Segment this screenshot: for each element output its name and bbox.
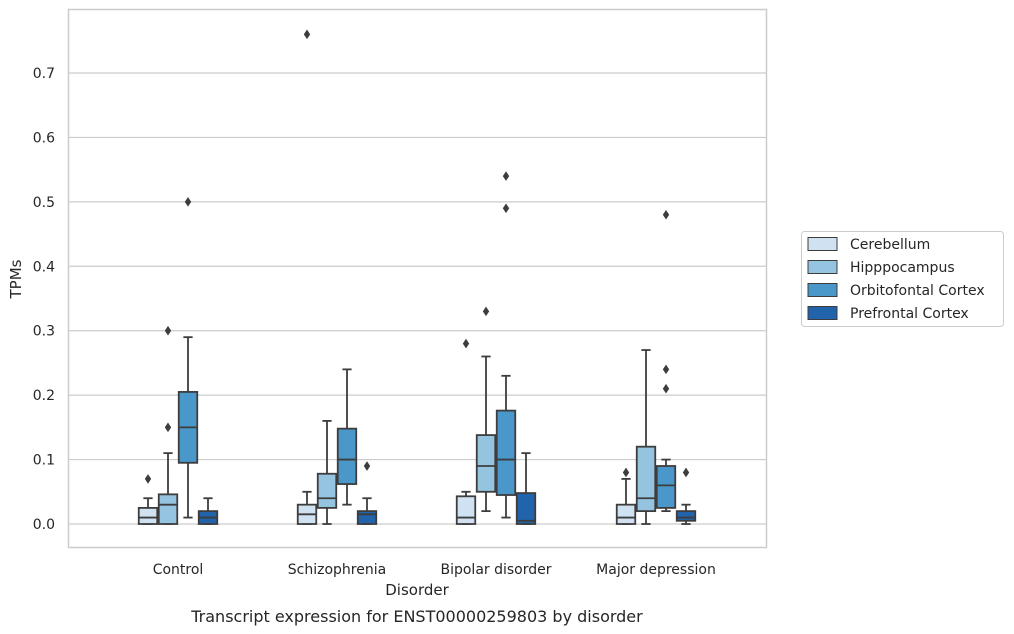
box-hipppocampus (475, 306, 497, 513)
box-cerebellum (296, 29, 318, 525)
box-body (635, 445, 657, 513)
x-axis-label: Disorder (385, 581, 449, 599)
legend: Cerebellum Hipppocampus Orbitofontal Corte… (801, 231, 1004, 327)
box-prefrontal-cortex (356, 461, 378, 525)
legend-swatch (807, 237, 838, 251)
y-tick-label: 0.4 (33, 259, 55, 275)
legend-label: Prefrontal Cortex (850, 306, 969, 322)
box-body (157, 493, 179, 525)
chart-caption: Transcript expression for ENST0000025980… (190, 607, 643, 626)
box-body (615, 503, 637, 525)
y-axis-label: TPMs (7, 259, 25, 299)
outlier-point (184, 197, 192, 207)
box-plots (137, 29, 697, 525)
legend-swatch (807, 283, 838, 297)
box-hipppocampus (157, 325, 179, 525)
outlier-point (502, 171, 510, 181)
outlier-point (462, 338, 470, 349)
outlier-point (164, 325, 172, 336)
plot-frame (67, 8, 768, 549)
outlier-point (164, 422, 172, 433)
outlier-point (622, 467, 630, 478)
y-tick-label: 0.3 (33, 324, 55, 340)
box-hipppocampus (635, 349, 657, 525)
outlier-point (144, 474, 152, 484)
outlier-point (303, 29, 311, 40)
legend-label: Cerebellum (850, 237, 930, 253)
box-orbitofontal-cortex (336, 368, 358, 506)
x-tick-label: Schizophrenia (288, 562, 386, 578)
box-prefrontal-cortex (515, 452, 537, 525)
legend-label: Hipppocampus (850, 260, 955, 276)
box-body (137, 506, 159, 525)
y-tick-label: 0.2 (33, 388, 55, 404)
box-body (495, 409, 517, 496)
outlier-point (482, 306, 490, 317)
box-cerebellum (615, 467, 637, 525)
y-tick-label: 0.7 (33, 66, 55, 82)
outlier-point (682, 467, 690, 478)
legend-label: Orbitofontal Cortex (850, 283, 985, 299)
box-cerebellum (137, 474, 159, 525)
y-tick-label: 0.6 (33, 130, 55, 146)
box-orbitofontal-cortex (177, 197, 199, 519)
box-body (455, 495, 477, 525)
outlier-point (662, 383, 670, 394)
box-hipppocampus (316, 420, 338, 525)
outlier-point (363, 461, 371, 471)
box-body (336, 427, 358, 485)
box-prefrontal-cortex (197, 497, 219, 525)
outlier-point (662, 209, 670, 220)
x-tick-label: Control (153, 562, 204, 578)
box-prefrontal-cortex (675, 467, 697, 525)
legend-swatch (807, 260, 838, 274)
y-tick-label: 0.0 (33, 517, 55, 533)
y-tick-label: 0.5 (33, 195, 55, 211)
box-orbitofontal-cortex (655, 209, 677, 513)
legend-swatch (807, 306, 838, 320)
outlier-point (662, 364, 670, 375)
box-orbitofontal-cortex (495, 171, 517, 519)
grid-lines (68, 72, 767, 525)
box-body (475, 434, 497, 493)
box-cerebellum (455, 338, 477, 525)
box-body (515, 492, 537, 525)
box-body (675, 510, 697, 522)
box-body (356, 510, 378, 525)
y-tick-labels: 0.0 0.1 0.2 0.3 0.4 0.5 0.6 0.7 (33, 66, 55, 533)
x-tick-labels: Control Schizophrenia Bipolar disorder Majo… (153, 562, 716, 578)
x-tick-label: Major depression (596, 562, 716, 578)
x-tick-label: Bipolar disorder (440, 562, 551, 578)
box-body (655, 465, 677, 509)
box-body (316, 472, 338, 509)
legend-frame (801, 231, 1004, 327)
y-tick-label: 0.1 (33, 453, 55, 469)
outlier-point (502, 203, 510, 214)
